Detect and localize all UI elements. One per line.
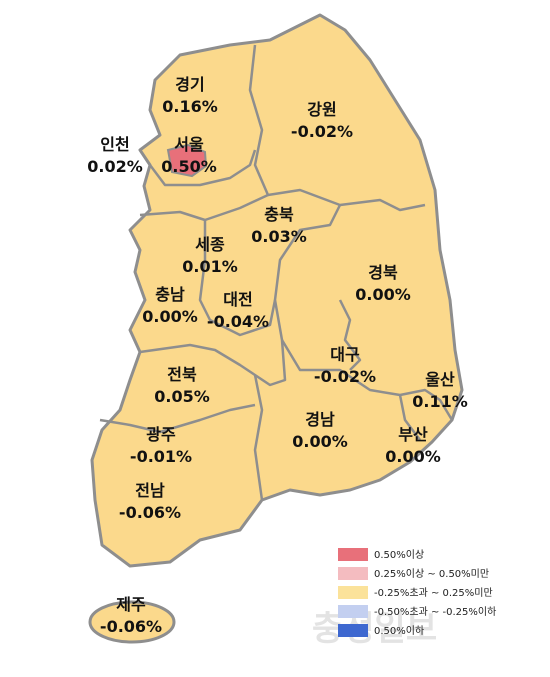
seoul-area: [166, 143, 208, 178]
region-name: 세종: [195, 235, 225, 254]
region-name: 경북: [368, 263, 398, 282]
region-name: 경기: [175, 75, 204, 94]
legend-label: -0.25%초과 ~ 0.25%미만: [374, 587, 493, 599]
legend-label: 0.25%이상 ~ 0.50%미만: [374, 568, 489, 580]
watermark: 충청일보: [312, 609, 437, 649]
region-value: 0.00%: [355, 285, 411, 304]
legend-swatch: [338, 586, 368, 599]
region-name: 충북: [264, 205, 294, 224]
jeju-island: [88, 600, 176, 644]
region-value: 0.00%: [385, 447, 441, 466]
legend-swatch: [338, 548, 368, 561]
region-name: 대구: [330, 345, 360, 364]
region-value: 0.02%: [87, 157, 143, 176]
region-border: [99, 403, 256, 434]
region-name: 강원: [307, 100, 336, 119]
region-border: [248, 44, 426, 212]
region-value: -0.06%: [100, 617, 162, 636]
legend: 0.50%이상 0.25%이상 ~ 0.50%미만 -0.25%초과 ~ 0.25%…: [338, 548, 496, 637]
region-name: 대전: [223, 290, 252, 309]
region-value: 0.01%: [182, 257, 238, 276]
legend-swatch: [338, 605, 368, 618]
region-value: 0.03%: [251, 227, 307, 246]
legend-swatch: [338, 624, 368, 637]
region-name: 광주: [146, 425, 176, 444]
region-border: [280, 339, 454, 421]
region-border: [398, 394, 421, 441]
region-value: 0.11%: [412, 392, 468, 411]
region-name: 전남: [135, 481, 165, 500]
region-value: -0.04%: [207, 312, 269, 331]
region-value: -0.01%: [130, 447, 192, 466]
region-labels: 경기 0.16% 강원 -0.02% 인천 0.02% 서울 0.50% 충북 0.03% 세종 0.…: [87, 75, 468, 636]
region-name: 제주: [116, 595, 146, 614]
legend-swatch: [338, 567, 368, 580]
region-border: [253, 374, 264, 501]
region-border: [338, 299, 362, 371]
region-name: 서울: [174, 135, 204, 154]
region-border: [198, 220, 277, 337]
region-name: 울산: [425, 370, 455, 389]
legend-label: 0.50%이상: [374, 549, 424, 561]
region-value: 0.50%: [161, 157, 217, 176]
region-value: 0.00%: [142, 307, 198, 326]
region-border: [149, 149, 257, 187]
region-border: [139, 204, 342, 387]
region-value: 0.16%: [162, 97, 218, 116]
legend-label: 0.50%이하: [374, 624, 424, 637]
region-name: 전북: [167, 365, 197, 384]
region-value: 0.05%: [154, 387, 210, 406]
legend-label: -0.50%초과 ~ -0.25%이하: [374, 605, 496, 618]
region-value: -0.06%: [119, 503, 181, 522]
region-value: 0.00%: [292, 432, 348, 451]
region-name: 충남: [155, 285, 185, 304]
region-name: 인천: [100, 135, 129, 154]
region-value: -0.02%: [291, 122, 353, 141]
region-name: 경남: [305, 410, 335, 429]
region-name: 부산: [398, 425, 428, 444]
region-value: -0.02%: [314, 367, 376, 386]
